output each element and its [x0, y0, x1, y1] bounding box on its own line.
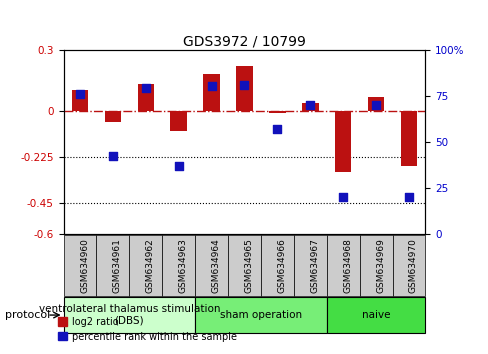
Bar — [302, 103, 318, 111]
Point — [109, 154, 117, 159]
FancyBboxPatch shape — [293, 235, 326, 296]
Text: GSM634966: GSM634966 — [277, 238, 286, 293]
Point — [207, 84, 215, 89]
Legend: log2 ratio, percentile rank within the sample: log2 ratio, percentile rank within the s… — [54, 313, 241, 346]
Text: ventrolateral thalamus stimulation
(DBS): ventrolateral thalamus stimulation (DBS) — [39, 304, 220, 326]
Text: naive: naive — [361, 310, 389, 320]
FancyBboxPatch shape — [162, 235, 195, 296]
FancyBboxPatch shape — [96, 235, 129, 296]
Bar — [268, 111, 285, 113]
FancyBboxPatch shape — [326, 235, 359, 296]
Bar — [104, 111, 121, 122]
Point — [76, 91, 84, 97]
FancyBboxPatch shape — [129, 235, 162, 296]
Point — [240, 82, 248, 87]
FancyBboxPatch shape — [63, 235, 96, 296]
Text: GSM634964: GSM634964 — [211, 238, 220, 293]
FancyBboxPatch shape — [63, 297, 195, 333]
FancyBboxPatch shape — [227, 235, 261, 296]
Text: GSM634969: GSM634969 — [375, 238, 384, 293]
Text: GSM634963: GSM634963 — [178, 238, 187, 293]
Point — [404, 194, 412, 200]
Bar — [137, 84, 154, 111]
Point — [174, 163, 182, 169]
Text: GSM634970: GSM634970 — [408, 238, 417, 293]
Point — [142, 85, 149, 91]
Bar — [334, 111, 351, 172]
FancyBboxPatch shape — [359, 235, 392, 296]
Point — [273, 126, 281, 132]
Text: sham operation: sham operation — [220, 310, 302, 320]
Text: GSM634965: GSM634965 — [244, 238, 253, 293]
Point — [339, 194, 346, 200]
FancyBboxPatch shape — [326, 297, 425, 333]
Bar — [367, 97, 384, 111]
Bar — [170, 111, 186, 131]
Bar — [400, 111, 416, 166]
Text: GSM634960: GSM634960 — [80, 238, 89, 293]
FancyBboxPatch shape — [392, 235, 425, 296]
Text: GSM634962: GSM634962 — [145, 238, 155, 293]
Title: GDS3972 / 10799: GDS3972 / 10799 — [183, 34, 305, 48]
Text: GSM634968: GSM634968 — [343, 238, 351, 293]
Text: GSM634967: GSM634967 — [310, 238, 319, 293]
Text: protocol: protocol — [5, 310, 50, 320]
FancyBboxPatch shape — [261, 235, 293, 296]
Text: GSM634961: GSM634961 — [113, 238, 122, 293]
FancyBboxPatch shape — [195, 235, 227, 296]
Bar — [203, 74, 220, 111]
Point — [371, 102, 379, 108]
Point — [306, 102, 314, 108]
Bar — [72, 91, 88, 111]
FancyBboxPatch shape — [195, 297, 326, 333]
Bar — [236, 66, 252, 111]
